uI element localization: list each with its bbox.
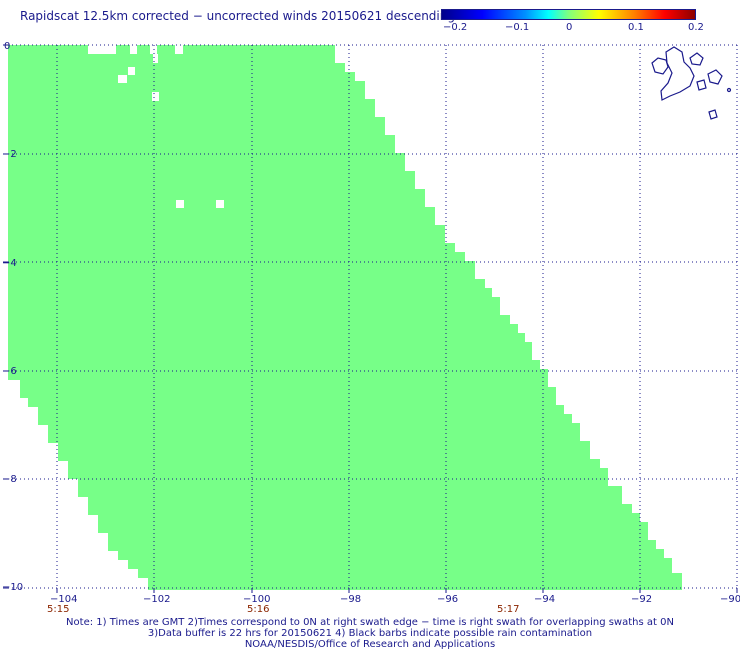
note-line-3: NOAA/NESDIS/Office of Research and Appli… [244, 639, 496, 650]
lon-label: −96 [437, 594, 458, 605]
lat-label: −10 [2, 582, 23, 593]
lon-label: −92 [631, 594, 652, 605]
colorbar-tick: 0.1 [628, 22, 644, 33]
lat-label: −6 [2, 366, 17, 377]
lat-label: 0 [4, 41, 10, 52]
map-title: Rapidscat 12.5km corrected − uncorrected… [20, 9, 455, 23]
colorbar-tick: 0.2 [688, 22, 704, 33]
lon-label: −94 [534, 594, 555, 605]
lon-label: −90 [720, 594, 740, 605]
lon-label: −104 [50, 594, 77, 605]
graticule [8, 44, 738, 589]
lat-label: −2 [2, 149, 17, 160]
colorbar-tick: −0.1 [505, 22, 530, 33]
time-label: 5:15 [47, 604, 69, 612]
colorbar-tick: −0.2 [443, 22, 468, 33]
land-outlines [651, 46, 732, 120]
note-line-1: Note: 1) Times are GMT 2)Times correspon… [66, 617, 674, 628]
swath-area [8, 45, 682, 590]
lat-label: −4 [2, 258, 17, 269]
lon-label: −102 [143, 594, 170, 605]
note-line-2: 3)Data buffer is 22 hrs for 20150621 4) … [147, 628, 593, 639]
time-label: 5:16 [247, 604, 269, 612]
swath-map: −104 −102 −100 −98 −96 −94 −92 −90 0 −2 … [2, 41, 740, 612]
colorbar-tick: 0 [566, 22, 573, 33]
lon-label: −98 [340, 594, 361, 605]
lon-label: −100 [243, 594, 270, 605]
lat-label: −8 [2, 474, 17, 485]
time-label: 5:17 [497, 604, 519, 612]
colorbar [441, 9, 696, 20]
axis-ticks [3, 44, 738, 593]
